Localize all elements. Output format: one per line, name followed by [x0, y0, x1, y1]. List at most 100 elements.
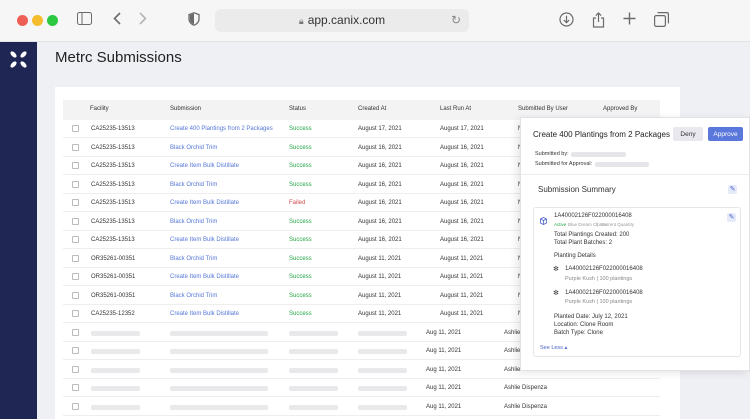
row-checkbox[interactable]: [72, 310, 79, 317]
approve-button[interactable]: Approve: [708, 127, 743, 141]
cell-submission-link[interactable]: Black Orchid Trim: [170, 181, 218, 188]
cell-submission-link[interactable]: Create Item Bulk Distillate: [170, 311, 240, 317]
row-checkbox[interactable]: [72, 402, 79, 410]
package-strain: Blue Dream Clones: [568, 222, 608, 227]
cell-submission-link[interactable]: Create Item Bulk Distillate: [170, 274, 240, 280]
table-row[interactable]: [63, 176, 660, 194]
row-checkbox[interactable]: [72, 125, 79, 132]
table-row[interactable]: [63, 139, 660, 157]
cell-created-at: August 17, 2021: [358, 126, 402, 132]
cell-submission-link[interactable]: Create Item Bulk Distillate: [170, 163, 240, 169]
table-row[interactable]: [63, 287, 660, 305]
header-status[interactable]: Status: [289, 106, 307, 112]
address-bar[interactable]: 🔒︎ app.canix.com ↻: [215, 9, 469, 32]
cell-facility: OR35261-00351: [91, 255, 136, 262]
deny-button[interactable]: Deny: [673, 127, 703, 141]
shield-icon[interactable]: [188, 12, 200, 30]
row-checkbox[interactable]: [72, 236, 79, 243]
table-row[interactable]: [63, 342, 660, 360]
table-row[interactable]: [63, 379, 660, 397]
sidebar-toggle-icon[interactable]: [77, 12, 92, 29]
placeholder-bar: [91, 404, 140, 410]
canix-logo-icon[interactable]: [8, 49, 29, 75]
cell-submission-link[interactable]: Create Item Bulk Distillate: [170, 200, 240, 206]
cell-submitted-by: Ashlie: [504, 348, 521, 354]
table-row[interactable]: [63, 398, 660, 416]
header-submitted-by-user[interactable]: Submitted By User: [518, 106, 569, 112]
table-row[interactable]: [63, 120, 660, 138]
cell-submission-link[interactable]: Black Orchid Trim: [170, 218, 218, 225]
minimize-window-button[interactable]: [32, 15, 43, 26]
table-row[interactable]: [63, 305, 660, 323]
row-checkbox[interactable]: [72, 291, 79, 299]
total-batches: Total Plant Batches: 2: [554, 240, 613, 246]
planting-details-label: Planting Details: [554, 253, 596, 259]
cell-submission-link[interactable]: Black Orchid Trim: [170, 255, 218, 262]
row-checkbox[interactable]: [72, 273, 79, 280]
cell-last-run-at: August 16, 2021: [440, 218, 484, 225]
header-approved-by[interactable]: Approved By: [603, 106, 638, 112]
total-plantings: Total Plantings Created: 200: [554, 232, 630, 238]
submission-detail-panel: [520, 117, 750, 371]
download-icon[interactable]: [559, 12, 574, 31]
row-checkbox[interactable]: [72, 328, 79, 336]
table-row[interactable]: [63, 324, 660, 342]
table-row[interactable]: [63, 157, 660, 175]
table-row[interactable]: [63, 361, 660, 379]
table-row[interactable]: [63, 194, 660, 212]
table-row[interactable]: [63, 250, 660, 268]
row-checkbox[interactable]: [72, 217, 79, 225]
row-checkbox[interactable]: [72, 162, 79, 169]
row-checkbox[interactable]: [72, 365, 79, 373]
row-checkbox[interactable]: [72, 384, 79, 391]
tabs-overview-icon[interactable]: [654, 12, 669, 31]
panel-title: Create 400 Plantings from 2 Packages: [533, 130, 670, 139]
row-checkbox[interactable]: [72, 143, 79, 151]
row-checkbox[interactable]: [72, 254, 79, 262]
new-tab-icon[interactable]: [623, 12, 636, 29]
close-window-button[interactable]: [17, 15, 28, 26]
cell-status: Success: [289, 274, 312, 280]
maximize-window-button[interactable]: [47, 15, 58, 26]
cannabis-leaf-icon: ✼: [553, 266, 559, 273]
cell-last-run-at: August 11, 2021: [440, 255, 484, 262]
reload-icon[interactable]: ↻: [450, 13, 461, 27]
cell-created-at: August 16, 2021: [358, 163, 402, 169]
see-less-link[interactable]: See Less ▴: [540, 345, 568, 351]
cell-facility: CA25235-13513: [91, 126, 135, 132]
forward-icon[interactable]: [139, 12, 147, 29]
edit-summary-icon[interactable]: ✎: [728, 185, 737, 194]
summary-title: Submission Summary: [538, 185, 616, 194]
cell-facility: CA25235-13513: [91, 181, 135, 188]
back-icon[interactable]: [113, 12, 121, 29]
header-last-run-at[interactable]: Last Run At: [440, 106, 472, 112]
cell-submission-link[interactable]: Create Item Bulk Distillate: [170, 237, 240, 243]
cell-last-run-at: August 16, 2021: [440, 144, 484, 151]
header-submission[interactable]: Submission: [170, 106, 202, 112]
cell-submission-link[interactable]: Black Orchid Trim: [170, 292, 218, 299]
planting-tag-2: 1A40002126F022000016408: [565, 290, 643, 296]
placeholder-bar: [170, 367, 268, 373]
cell-last-run-at: Aug 11, 2021: [426, 366, 462, 373]
table-row[interactable]: [63, 268, 660, 286]
placeholder-bar: [358, 386, 407, 391]
header-created-at[interactable]: Created At: [358, 106, 387, 112]
table-row[interactable]: [63, 231, 660, 249]
cell-facility: OR35261-00351: [91, 292, 136, 299]
cell-created-at: August 11, 2021: [358, 311, 402, 317]
location: Location: Clone Room: [554, 322, 614, 328]
summary-box: [533, 207, 741, 357]
header-facility[interactable]: Facility: [90, 106, 109, 112]
package-quantity: Current Quantity: [601, 222, 635, 227]
row-checkbox[interactable]: [72, 347, 79, 354]
placeholder-bar: [170, 386, 268, 391]
row-checkbox[interactable]: [72, 180, 79, 188]
edit-package-icon[interactable]: ✎: [727, 213, 736, 222]
cell-submission-link[interactable]: Create 400 Plantings from 2 Packages: [170, 126, 273, 132]
table-row[interactable]: [63, 213, 660, 231]
cell-submission-link[interactable]: Black Orchid Trim: [170, 144, 218, 151]
cell-last-run-at: August 11, 2021: [440, 274, 484, 280]
share-icon[interactable]: [592, 12, 605, 32]
cell-status: Success: [289, 163, 312, 169]
row-checkbox[interactable]: [72, 199, 79, 206]
